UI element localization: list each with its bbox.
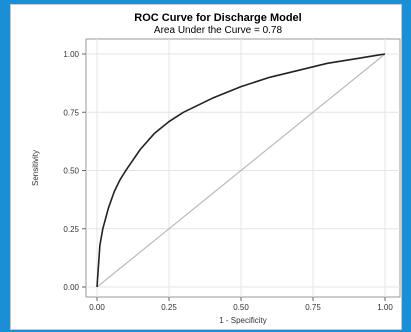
y-tick-label: 0.00 [63, 283, 79, 292]
y-axis-label: Sensitivity [31, 150, 40, 186]
x-tick-label: 1.00 [377, 303, 393, 312]
x-tick-label: 0.50 [233, 303, 249, 312]
chart-frame: ROC Curve for Discharge Model Area Under… [10, 4, 402, 330]
roc-chart: ROC Curve for Discharge Model Area Under… [31, 12, 401, 325]
x-tick-label: 0.00 [89, 303, 105, 312]
x-tick-label: 0.75 [305, 303, 321, 312]
reference-diagonal-line [96, 53, 386, 288]
series-lines [96, 53, 386, 288]
chart-subtitle: Area Under the Curve = 0.78 [154, 25, 283, 36]
chart-title: ROC Curve for Discharge Model [134, 12, 301, 24]
y-tick-label: 1.00 [63, 50, 79, 59]
tick-labels: 0.00 0.25 0.50 0.75 1.00 0.00 0.25 0.50 0.75 1.00 [63, 50, 393, 312]
y-tick-label: 0.50 [63, 167, 79, 176]
roc-curve-line [96, 53, 386, 288]
y-tick-label: 0.75 [63, 108, 79, 117]
x-axis-label: 1 - Specificity [219, 316, 267, 325]
y-tick-label: 0.25 [63, 225, 79, 234]
grid [86, 39, 400, 297]
x-tick-label: 0.25 [161, 303, 177, 312]
